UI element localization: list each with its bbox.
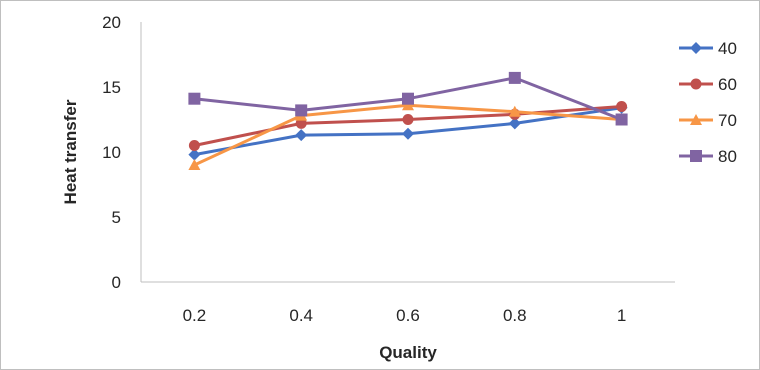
series-80 [188,71,628,126]
data-point-80 [295,104,308,117]
data-point-80 [615,113,628,126]
data-point-60 [616,101,628,112]
data-point-60 [402,114,414,125]
series-layer [188,71,628,170]
legend-label: 70 [718,111,737,130]
legend-marker [690,114,702,125]
x-tick-label: 0.4 [289,306,313,325]
y-tick-label: 10 [102,143,121,162]
data-point-60 [295,117,307,129]
legend-label: 40 [718,39,737,58]
y-axis-title: Heat transfer [61,99,80,204]
y-tick-label: 0 [112,273,121,292]
plot-area [140,22,675,283]
series-40 [188,101,628,161]
data-point-70 [508,105,521,117]
y-tick-label: 5 [112,208,121,227]
legend-label: 60 [718,75,737,94]
x-tick-label: 1 [617,306,626,325]
data-point-70 [188,159,201,170]
data-point-60 [188,140,200,151]
legend-label: 80 [718,147,737,166]
data-point-80 [508,71,521,84]
x-axis-ticks: 0.2 0.4 0.6 0.8 1 [183,306,627,325]
data-point-40 [295,129,308,142]
data-point-40 [508,117,521,130]
legend: 40 60 70 80 [679,39,737,166]
y-tick-label: 20 [102,13,121,32]
legend-item-40: 40 [679,39,737,58]
x-axis-title: Quality [379,343,437,362]
legend-marker [690,78,702,90]
x-tick-label: 0.8 [503,306,527,325]
legend-item-60: 60 [679,75,737,94]
legend-item-80: 80 [679,147,737,166]
legend-marker [690,42,702,54]
data-point-80 [188,92,201,105]
x-tick-label: 0.2 [183,306,207,325]
data-point-40 [402,127,414,140]
data-point-40 [188,148,201,161]
data-point-80 [402,92,414,105]
x-tick-label: 0.6 [396,306,420,325]
y-tick-label: 15 [102,78,121,97]
legend-item-70: 70 [679,111,737,130]
legend-marker [690,150,702,162]
y-axis-ticks: 0 5 10 15 20 [102,13,121,292]
